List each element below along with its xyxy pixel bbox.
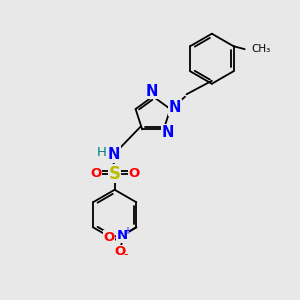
Text: O: O [103,231,115,244]
Text: O: O [128,167,140,180]
Text: N: N [145,84,158,99]
Text: N: N [162,125,174,140]
Text: CH₃: CH₃ [252,44,271,54]
Text: N: N [117,229,128,242]
Text: S: S [109,165,121,183]
Text: O: O [115,245,126,258]
Text: H: H [97,146,107,159]
Text: O: O [90,167,101,180]
Text: +: + [124,226,131,236]
Text: N: N [108,147,120,162]
Text: N: N [169,100,181,115]
Text: -: - [123,248,127,261]
